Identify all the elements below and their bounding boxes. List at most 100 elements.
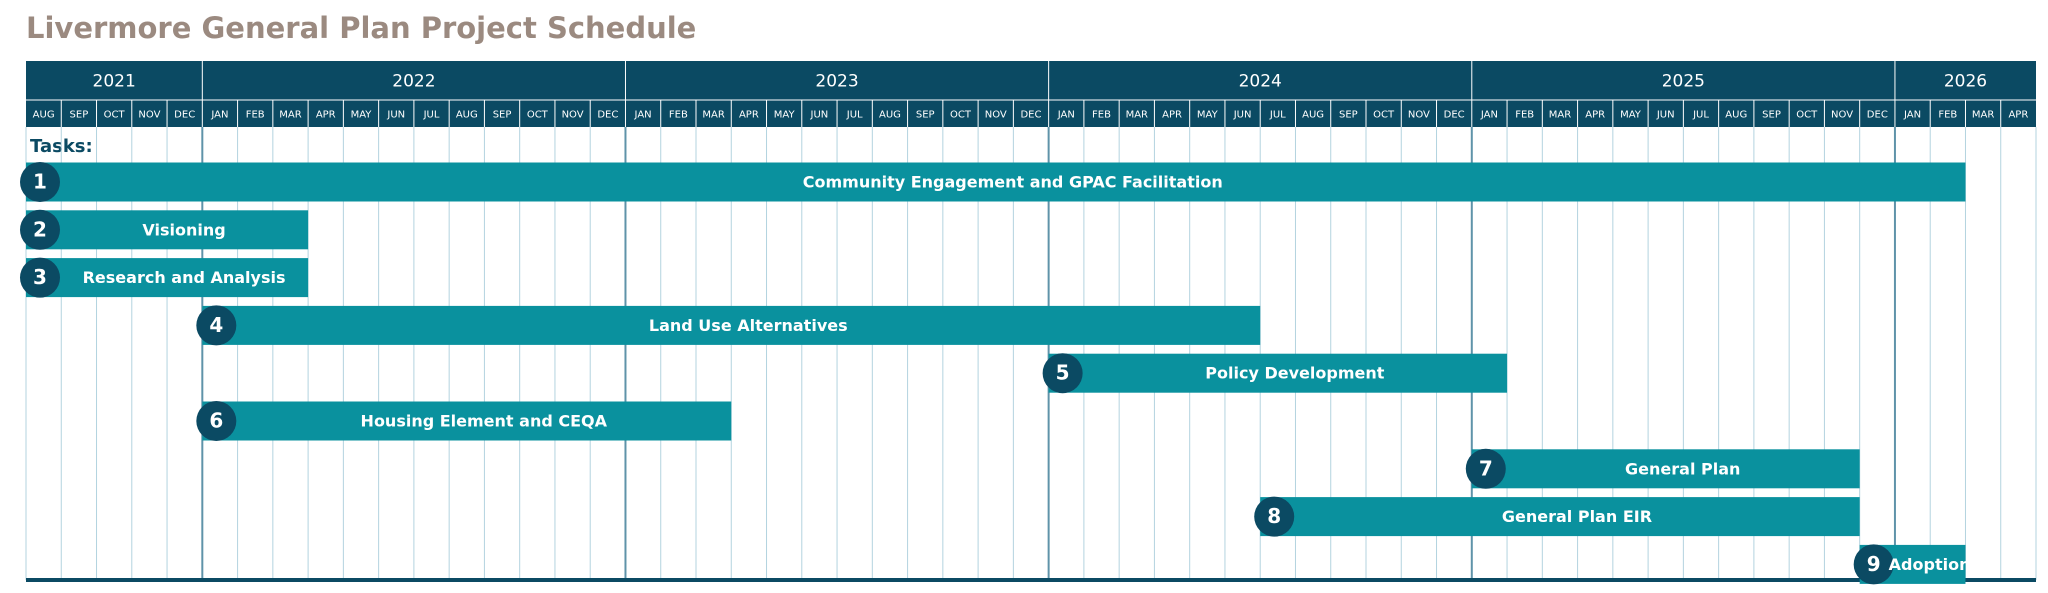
month-label: NOV — [985, 110, 1007, 121]
task-badge — [1254, 496, 1295, 537]
month-label: MAY — [1620, 110, 1642, 121]
chart-title: Livermore General Plan Project Schedule — [26, 11, 696, 45]
month-label: FEB — [1092, 110, 1111, 121]
month-label: JAN — [1057, 110, 1075, 121]
task-number: 7 — [1479, 456, 1493, 480]
task-badge — [196, 401, 237, 441]
task-number: 8 — [1267, 504, 1281, 528]
month-label: OCT — [950, 110, 972, 121]
month-label: FEB — [1938, 110, 1957, 121]
task-bar — [26, 210, 309, 250]
task-name: Community Engagement and GPAC Facilitati… — [803, 173, 1223, 192]
task-badge — [20, 257, 60, 298]
task-name: Visioning — [142, 220, 225, 239]
task-name: General Plan — [1625, 459, 1740, 478]
task-bar — [26, 162, 1966, 202]
task-badge — [20, 209, 60, 250]
year-header — [26, 61, 2036, 100]
month-label: DEC — [1444, 110, 1465, 121]
task-bar — [202, 305, 1261, 345]
month-label: SEP — [1339, 110, 1358, 121]
task-bar — [26, 258, 309, 298]
year-label: 2023 — [815, 72, 858, 92]
month-label: NOV — [138, 110, 160, 121]
task-bar — [1048, 353, 1508, 393]
month-label: AUG — [1302, 110, 1324, 121]
task-bar — [202, 401, 732, 441]
month-label: AUG — [33, 110, 55, 121]
month-label: SEP — [1762, 110, 1781, 121]
month-label: APR — [739, 110, 759, 121]
month-label: JUN — [1233, 110, 1252, 121]
month-label: MAR — [702, 110, 724, 121]
month-label: JAN — [634, 110, 652, 121]
task-number: 2 — [33, 217, 47, 241]
month-label: MAY — [774, 110, 796, 121]
month-label: SEP — [493, 110, 512, 121]
month-label: MAY — [351, 110, 373, 121]
month-label: APR — [316, 110, 336, 121]
month-label: OCT — [1373, 110, 1395, 121]
month-label: OCT — [527, 110, 549, 121]
task-number: 3 — [33, 265, 47, 289]
month-label: NOV — [1831, 110, 1853, 121]
task-name: Policy Development — [1205, 364, 1384, 383]
month-label: DEC — [1020, 110, 1041, 121]
month-label: APR — [1162, 110, 1182, 121]
task-number: 6 — [209, 409, 223, 433]
task-number: 5 — [1056, 361, 1070, 385]
task-badge — [20, 162, 60, 202]
month-header — [26, 100, 2036, 127]
month-label: FEB — [1515, 110, 1534, 121]
task-bar — [1260, 497, 1860, 537]
year-label: 2026 — [1944, 72, 1987, 92]
month-label: MAY — [1197, 110, 1219, 121]
task-badge — [1042, 353, 1083, 394]
month-label: AUG — [1725, 110, 1747, 121]
year-label: 2022 — [392, 72, 435, 92]
task-badge — [196, 305, 237, 346]
month-label: NOV — [562, 110, 584, 121]
task-number: 4 — [209, 313, 223, 337]
year-label: 2025 — [1662, 72, 1705, 92]
month-label: JUL — [1269, 110, 1286, 121]
month-label: APR — [1585, 110, 1605, 121]
task-badge — [1465, 448, 1506, 489]
month-label: SEP — [916, 110, 935, 121]
month-label: FEB — [669, 110, 688, 121]
task-number: 1 — [33, 170, 47, 194]
month-label: OCT — [1796, 110, 1818, 121]
month-label: JUL — [846, 110, 863, 121]
month-label: DEC — [174, 110, 195, 121]
month-label: OCT — [104, 110, 126, 121]
month-label: JUN — [386, 110, 405, 121]
month-label: AUG — [456, 110, 478, 121]
year-label: 2024 — [1239, 72, 1282, 92]
task-bar — [1471, 449, 1860, 489]
task-name: Research and Analysis — [83, 268, 286, 287]
task-name: Housing Element and CEQA — [361, 412, 608, 431]
month-label: JUL — [1692, 110, 1709, 121]
month-label: JUL — [423, 110, 440, 121]
month-label: JAN — [210, 110, 228, 121]
task-name: Land Use Alternatives — [649, 316, 848, 335]
month-label: MAR — [1549, 110, 1571, 121]
month-label: JAN — [1903, 110, 1921, 121]
month-label: FEB — [246, 110, 265, 121]
month-label: NOV — [1408, 110, 1430, 121]
month-label: DEC — [597, 110, 618, 121]
month-label: MAR — [1126, 110, 1148, 121]
month-label: SEP — [70, 110, 89, 121]
month-label: JUN — [810, 110, 829, 121]
task-name: Adoption — [1889, 555, 1971, 574]
task-name: General Plan EIR — [1502, 507, 1652, 526]
task-badge — [1853, 544, 1894, 585]
month-label: APR — [2008, 110, 2028, 121]
task-number: 9 — [1867, 552, 1881, 576]
year-label: 2021 — [93, 72, 136, 92]
month-label: AUG — [879, 110, 901, 121]
month-label: MAR — [279, 110, 301, 121]
month-label: MAR — [1972, 110, 1994, 121]
month-label: DEC — [1867, 110, 1888, 121]
